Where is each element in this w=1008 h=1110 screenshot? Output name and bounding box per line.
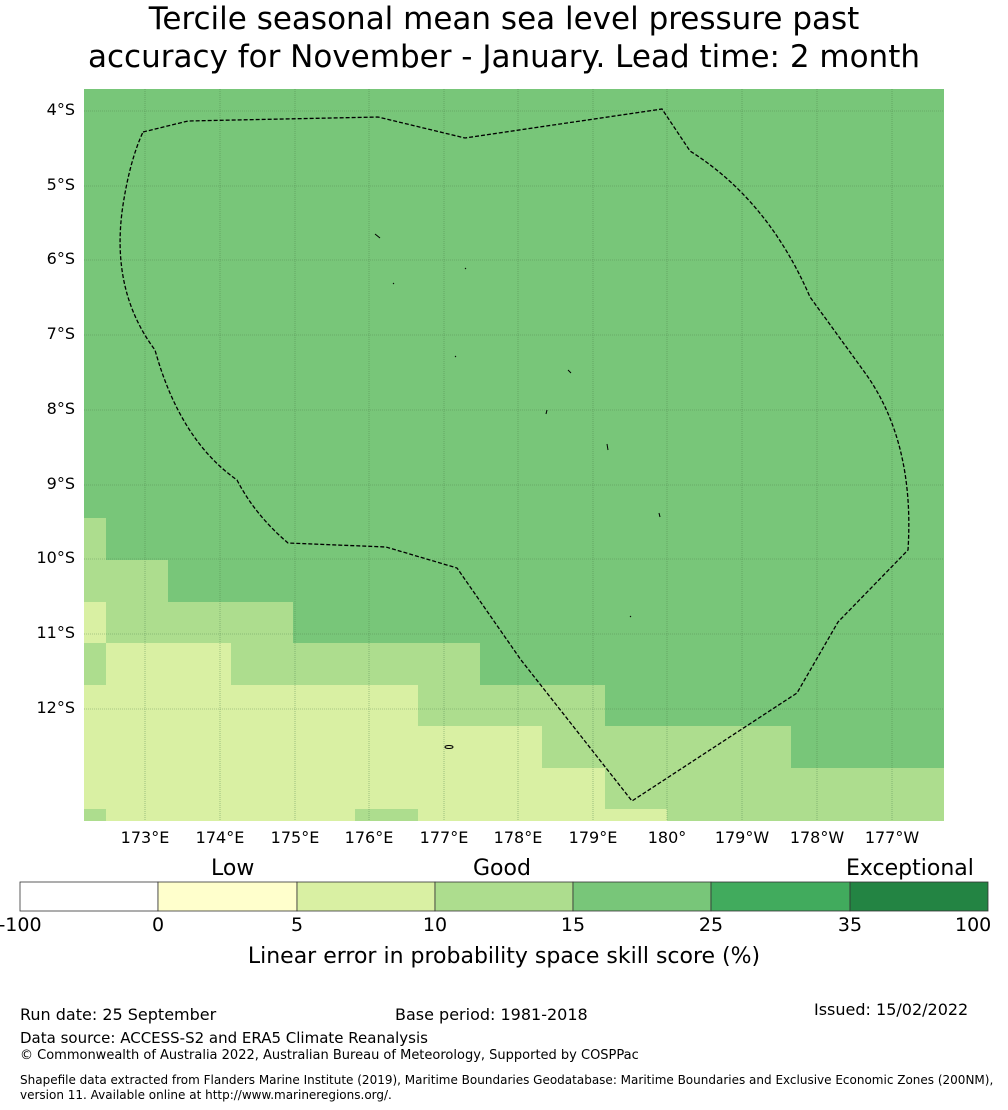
lat-label: 8°S: [46, 399, 75, 418]
colorbar-tick: 10: [422, 914, 448, 936]
colorbar-label: Linear error in probability space skill …: [247, 944, 761, 969]
colorbar-tick: 15: [560, 914, 586, 936]
eez-boundary: [119, 108, 910, 802]
colorbar-tick: 100: [955, 914, 992, 936]
lon-label: 177°E: [419, 828, 469, 847]
lat-label: 10°S: [36, 548, 75, 567]
lat-label: 11°S: [36, 623, 75, 642]
base-period: Base period: 1981-2018: [395, 1005, 588, 1024]
lon-label: 178°W: [789, 828, 845, 847]
skill-score-map: [84, 89, 944, 821]
lat-label: 6°S: [46, 249, 75, 268]
title-line-1: Tercile seasonal mean sea level pressure…: [148, 1, 860, 37]
category-good: Good: [473, 856, 531, 881]
colorbar-swatch: [296, 881, 436, 912]
lon-label: 176°E: [344, 828, 394, 847]
lon-label: 179°E: [568, 828, 618, 847]
colorbar-swatch: [849, 881, 989, 912]
category-low: Low: [211, 856, 255, 881]
colorbar-swatch: [710, 881, 851, 912]
lon-label: 180°: [647, 828, 687, 847]
lon-label: 175°E: [270, 828, 320, 847]
skill-grid: [84, 89, 944, 821]
colorbar-swatch: [434, 881, 574, 912]
shapefile-credit-line-1: Shapefile data extracted from Flanders M…: [20, 1073, 994, 1087]
colorbar: [19, 881, 989, 912]
colorbar-tick: 5: [290, 914, 304, 936]
run-date: Run date: 25 September: [20, 1005, 217, 1024]
lon-label: 177°W: [864, 828, 920, 847]
title-line-2: accuracy for November - January. Lead ti…: [87, 39, 921, 75]
graticule: [84, 89, 944, 821]
lat-label: 12°S: [36, 698, 75, 717]
data-source: Data source: ACCESS-S2 and ERA5 Climate …: [20, 1029, 428, 1047]
lat-label: 9°S: [46, 474, 75, 493]
lon-label: 174°E: [195, 828, 245, 847]
lat-label: 5°S: [46, 175, 75, 194]
colorbar-swatch: [19, 881, 159, 912]
map-title: Tercile seasonal mean sea level pressure…: [0, 0, 1008, 76]
colorbar-tick: 0: [151, 914, 165, 936]
shapefile-credit-line-2: version 11. Available online at http://w…: [20, 1088, 392, 1102]
colorbar-swatch: [572, 881, 712, 912]
colorbar-tick: 35: [837, 914, 863, 936]
colorbar-tick: 25: [698, 914, 724, 936]
issued-date: Issued: 15/02/2022: [814, 1000, 969, 1019]
category-exceptional: Exceptional: [846, 856, 974, 881]
lat-label: 7°S: [46, 324, 75, 343]
colorbar-tick: -100: [0, 914, 42, 936]
islands: [374, 233, 661, 749]
copyright: © Commonwealth of Australia 2022, Austra…: [20, 1048, 639, 1063]
colorbar-swatch: [157, 881, 298, 912]
lon-label: 179°W: [714, 828, 770, 847]
lat-label: 4°S: [46, 100, 75, 119]
lon-label: 173°E: [120, 828, 170, 847]
lon-label: 178°E: [493, 828, 543, 847]
